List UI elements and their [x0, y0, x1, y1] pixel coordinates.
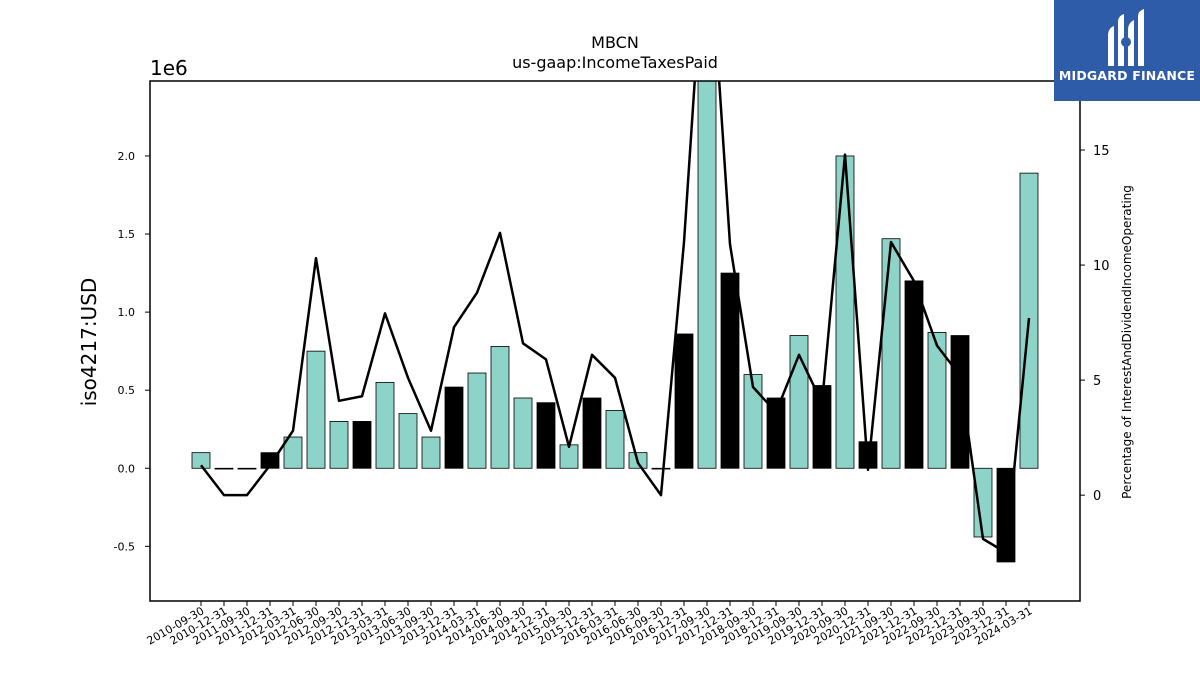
y-tick-label: 0.5 — [118, 384, 136, 397]
y-axis-label: iso4217:USD — [77, 278, 101, 407]
bar-2014-09-30 — [513, 397, 533, 469]
bar-2016-03-31 — [605, 410, 625, 469]
bar-2015-12-31 — [582, 397, 602, 469]
logo: MIDGARD FINANCE — [1054, 0, 1200, 101]
bar-2010-12-31 — [214, 467, 234, 470]
bar-2012-03-31 — [283, 436, 303, 469]
bar-2018-12-31 — [766, 397, 786, 469]
bar-2012-06-30 — [306, 350, 326, 469]
bar-2016-12-31 — [674, 333, 694, 469]
bar-2013-09-30 — [421, 436, 441, 469]
bar-2017-09-30 — [697, 81, 717, 469]
bar-2020-09-30 — [835, 155, 855, 469]
y-multiplier-label: 1e6 — [150, 56, 188, 80]
bar-2013-06-30 — [398, 413, 418, 469]
bar-2019-12-31 — [812, 385, 832, 469]
line-series-path — [200, 81, 1031, 554]
plot-frame — [149, 80, 1081, 602]
line-series — [200, 81, 1031, 554]
y-tick-label: 2.0 — [118, 150, 136, 163]
chart-title: MBCN — [591, 33, 639, 52]
y-tick-label: -0.5 — [114, 540, 135, 553]
bar-2022-09-30 — [927, 332, 947, 469]
y2-tick-label: 15 — [1093, 144, 1110, 159]
y2-tick-label: 0 — [1093, 489, 1101, 504]
bar-2012-12-31 — [352, 421, 372, 469]
bar-2014-06-30 — [490, 346, 510, 469]
bar-2014-03-31 — [467, 372, 487, 469]
y-tick-label: 0.0 — [118, 462, 136, 475]
bar-series — [191, 81, 1039, 563]
y-axis-ticks: -0.5 0.0 0.5 1.0 1.5 2.0 — [114, 150, 150, 553]
bar-2016-09-30 — [651, 467, 671, 470]
y2-tick-label: 5 — [1093, 374, 1101, 389]
chart-subtitle: us-gaap:IncomeTaxesPaid — [512, 53, 718, 72]
logo-mark-icon — [1108, 9, 1144, 66]
bar-2014-12-31 — [536, 402, 556, 469]
bar-2022-12-31 — [950, 335, 970, 469]
bar-2021-12-31 — [904, 280, 924, 469]
bar-2023-12-31 — [996, 467, 1016, 563]
y2-axis-ticks: 0 5 10 15 — [1080, 144, 1110, 504]
bar-2013-12-31 — [444, 386, 464, 469]
y2-axis-label: Percentage of InterestAndDividendIncomeO… — [1120, 185, 1134, 499]
y2-tick-label: 10 — [1093, 259, 1110, 274]
x-axis-ticks: 2010-09-302010-12-312011-09-302011-12-31… — [145, 601, 1035, 648]
logo-text: MIDGARD FINANCE — [1058, 68, 1196, 83]
bar-2021-09-30 — [881, 238, 901, 469]
bar-2012-09-30 — [329, 421, 349, 469]
bar-2018-09-30 — [743, 374, 763, 469]
y-tick-label: 1.5 — [118, 228, 136, 241]
y-tick-label: 1.0 — [118, 306, 136, 319]
bar-2010-09-30 — [191, 452, 211, 469]
bar-2015-09-30 — [559, 444, 579, 469]
bar-2017-12-31 — [720, 272, 740, 469]
bar-2013-03-31 — [375, 381, 395, 469]
bar-2011-09-30 — [237, 467, 257, 470]
